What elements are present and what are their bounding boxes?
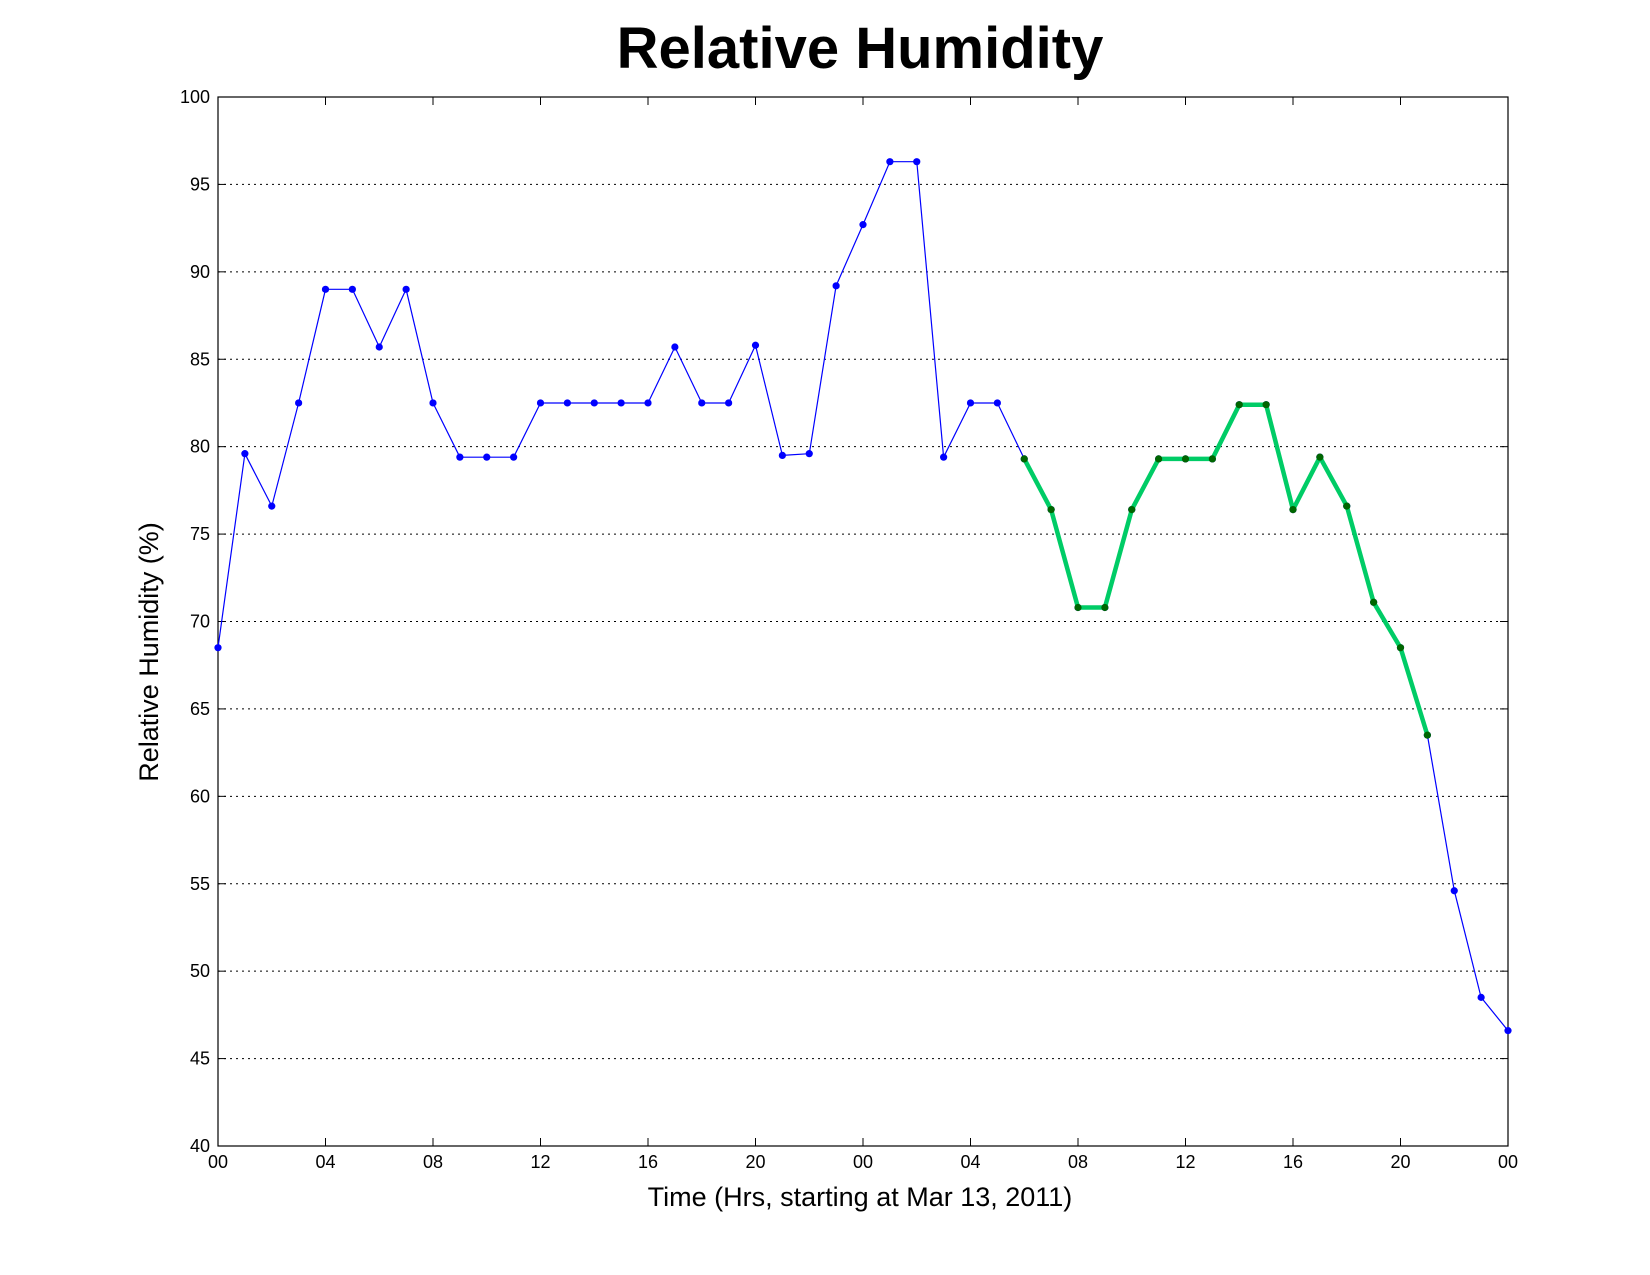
x-tick-label: 08 <box>423 1152 443 1172</box>
data-point-series-1 <box>1504 1027 1512 1035</box>
data-point-series-1 <box>778 451 786 460</box>
data-point-series-1 <box>805 450 813 458</box>
gridlines <box>218 183 1508 1060</box>
data-point-series-2 <box>1423 731 1431 739</box>
x-tick-label: 00 <box>1498 1152 1518 1172</box>
data-point-series-1 <box>375 343 383 351</box>
y-tick-label: 50 <box>190 961 210 981</box>
data-point-series-1 <box>913 158 921 166</box>
data-point-series-1 <box>1477 993 1485 1001</box>
y-tick-label: 65 <box>190 699 210 719</box>
data-point-series-2 <box>1074 603 1082 612</box>
data-point-series-1 <box>859 221 867 229</box>
y-tick-label: 80 <box>190 437 210 457</box>
x-tick-label: 08 <box>1068 1152 1088 1172</box>
data-point-series-1 <box>268 502 276 510</box>
data-point-series-1 <box>751 341 760 349</box>
data-point-series-1 <box>940 453 948 461</box>
x-tick-label: 12 <box>530 1152 550 1172</box>
y-tick-label: 40 <box>190 1136 210 1156</box>
data-point-series-1 <box>644 399 652 407</box>
data-point-series-1 <box>1450 887 1458 895</box>
data-point-series-1 <box>671 343 679 351</box>
data-point-series-2 <box>1208 455 1216 463</box>
data-point-series-1 <box>510 453 518 461</box>
data-point-series-1 <box>321 285 330 293</box>
x-tick-label: 12 <box>1175 1152 1195 1172</box>
x-axis-label: Time (Hrs, starting at Mar 13, 2011) <box>648 1182 1073 1212</box>
data-point-series-1 <box>966 399 975 407</box>
x-tick-label: 00 <box>853 1152 873 1172</box>
data-point-series-1 <box>832 282 840 290</box>
data-point-series-1 <box>725 399 733 407</box>
data-point-series-1 <box>536 399 545 407</box>
x-tick-label: 20 <box>745 1152 765 1172</box>
data-point-series-1 <box>295 399 303 407</box>
data-point-series-1 <box>402 285 410 293</box>
data-point-series-1 <box>563 399 571 407</box>
y-tick-label: 60 <box>190 786 210 806</box>
series-line-2 <box>1022 402 1430 736</box>
y-tick-label: 45 <box>190 1049 210 1069</box>
data-series <box>214 158 1512 1035</box>
data-point-series-2 <box>1396 644 1405 652</box>
y-tick-label: 85 <box>190 349 210 369</box>
data-point-series-2 <box>1316 453 1324 461</box>
axis-ticks: 40 45 50 55 60 65 70 75 80 85 90 95 100 00 04 08 12 16 20 0… <box>180 87 1518 1172</box>
data-point-series-1 <box>698 399 706 407</box>
x-tick-label: 16 <box>638 1152 658 1172</box>
data-point-series-1 <box>456 453 464 461</box>
data-point-series-1 <box>886 158 894 166</box>
data-point-series-1 <box>483 453 491 461</box>
data-point-series-1 <box>617 399 625 407</box>
data-point-series-1 <box>429 399 437 407</box>
chart-title: Relative Humidity <box>617 16 1104 81</box>
data-point-series-1 <box>348 285 356 293</box>
x-tick-label: 16 <box>1283 1152 1303 1172</box>
data-point-series-2 <box>1155 455 1163 463</box>
data-point-series-1 <box>993 399 1001 407</box>
x-tick-label: 20 <box>1390 1152 1410 1172</box>
data-point-series-1 <box>214 644 222 652</box>
data-point-series-1 <box>590 399 598 407</box>
data-point-series-2 <box>1235 401 1243 409</box>
data-point-series-2 <box>1343 502 1351 510</box>
data-point-series-2 <box>1289 506 1297 514</box>
y-tick-label: 100 <box>180 87 210 107</box>
y-tick-label: 75 <box>190 524 210 544</box>
data-point-series-2 <box>1370 598 1378 606</box>
data-point-series-2 <box>1047 506 1055 514</box>
data-point-series-2 <box>1020 455 1028 463</box>
x-tick-label: 00 <box>208 1152 228 1172</box>
y-axis-label: Relative Humidity (%) <box>134 522 164 782</box>
data-point-series-2 <box>1181 455 1190 463</box>
data-point-series-1 <box>241 450 249 458</box>
y-tick-label: 90 <box>190 262 210 282</box>
data-point-series-2 <box>1101 603 1109 612</box>
series-line-1 <box>217 161 1509 1031</box>
x-tick-label: 04 <box>960 1152 980 1172</box>
y-tick-label: 70 <box>190 612 210 632</box>
y-tick-label: 95 <box>190 174 210 194</box>
data-point-series-2 <box>1128 506 1136 514</box>
y-tick-label: 55 <box>190 874 210 894</box>
x-tick-label: 04 <box>315 1152 335 1172</box>
data-point-series-2 <box>1262 401 1270 409</box>
